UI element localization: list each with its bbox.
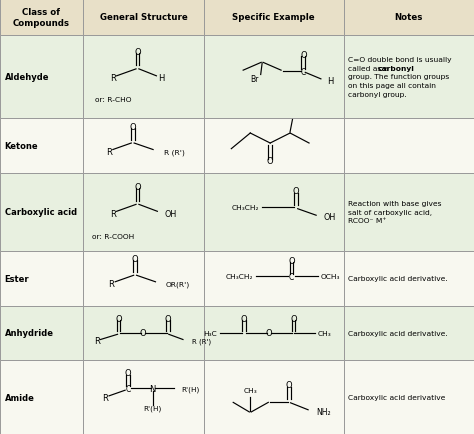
- Bar: [344, 36, 474, 118]
- Text: O: O: [293, 187, 300, 196]
- Text: Notes: Notes: [395, 13, 423, 22]
- Bar: [83, 36, 204, 118]
- Text: Carboxylic acid derivative.: Carboxylic acid derivative.: [348, 276, 448, 282]
- Text: carbonyl group.: carbonyl group.: [348, 92, 407, 97]
- Text: CH₃CH₂: CH₃CH₂: [225, 273, 253, 279]
- Text: salt of carboxylic acid,: salt of carboxylic acid,: [348, 209, 432, 215]
- Text: O: O: [140, 329, 146, 338]
- Text: Ester: Ester: [5, 274, 29, 283]
- Text: CH₃CH₂: CH₃CH₂: [232, 205, 259, 211]
- Text: group. The function groups: group. The function groups: [348, 74, 450, 80]
- Text: Br: Br: [250, 75, 259, 84]
- Bar: [0, 118, 83, 173]
- Text: Amide: Amide: [5, 393, 35, 402]
- Text: O: O: [290, 314, 297, 323]
- Text: R: R: [102, 393, 108, 402]
- Bar: [83, 306, 204, 361]
- Text: H: H: [327, 77, 333, 86]
- Text: General Structure: General Structure: [100, 13, 187, 22]
- Bar: [0, 361, 83, 434]
- Bar: [344, 361, 474, 434]
- Text: R: R: [109, 279, 114, 288]
- Text: OH: OH: [164, 209, 177, 218]
- Text: CH₃: CH₃: [243, 387, 257, 393]
- Text: R: R: [106, 148, 112, 156]
- Text: O: O: [125, 368, 131, 378]
- Text: Class of
Compounds: Class of Compounds: [13, 8, 70, 27]
- Text: R (R'): R (R'): [192, 338, 211, 344]
- Text: O: O: [164, 314, 171, 323]
- Text: R: R: [94, 336, 100, 345]
- Bar: [204, 251, 344, 306]
- Text: carbonyl: carbonyl: [378, 66, 415, 71]
- Text: R: R: [110, 74, 116, 83]
- Text: RCOO⁻ M⁺: RCOO⁻ M⁺: [348, 218, 387, 224]
- Text: O: O: [265, 329, 272, 338]
- Text: Ketone: Ketone: [5, 141, 38, 150]
- Text: CH₃: CH₃: [318, 330, 332, 336]
- Bar: [0, 173, 83, 251]
- Text: or: R-COOH: or: R-COOH: [92, 233, 135, 239]
- Text: O: O: [129, 122, 136, 131]
- Bar: [83, 173, 204, 251]
- Text: or: R-CHO: or: R-CHO: [95, 97, 131, 102]
- Text: Carboxylic acid derivative: Carboxylic acid derivative: [348, 394, 446, 400]
- Text: called as a: called as a: [348, 66, 391, 71]
- Bar: [344, 118, 474, 173]
- Text: R'(H): R'(H): [144, 404, 162, 411]
- Text: C: C: [289, 272, 294, 281]
- Bar: [83, 0, 204, 36]
- Bar: [83, 361, 204, 434]
- Text: O: O: [134, 47, 141, 56]
- Bar: [0, 306, 83, 361]
- Text: O: O: [286, 381, 292, 390]
- Text: R (R'): R (R'): [164, 149, 184, 155]
- Text: O: O: [288, 256, 295, 265]
- Text: Reaction with base gives: Reaction with base gives: [348, 201, 442, 207]
- Bar: [204, 36, 344, 118]
- Text: H₃C: H₃C: [203, 330, 217, 336]
- Bar: [344, 251, 474, 306]
- Bar: [204, 361, 344, 434]
- Text: C: C: [301, 67, 306, 76]
- Text: R'(H): R'(H): [181, 385, 200, 392]
- Text: O: O: [241, 314, 247, 323]
- Text: Specific Example: Specific Example: [232, 13, 315, 22]
- Bar: [204, 118, 344, 173]
- Text: OH: OH: [323, 213, 336, 222]
- Bar: [344, 173, 474, 251]
- Text: O: O: [132, 254, 138, 263]
- Text: Carboxylic acid derivative.: Carboxylic acid derivative.: [348, 330, 448, 336]
- Text: C=O double bond is usually: C=O double bond is usually: [348, 57, 452, 62]
- Bar: [204, 0, 344, 36]
- Text: R: R: [110, 209, 116, 218]
- Text: O: O: [115, 314, 122, 323]
- Text: O: O: [134, 183, 141, 191]
- Bar: [83, 251, 204, 306]
- Bar: [83, 118, 204, 173]
- Text: Anhydride: Anhydride: [5, 329, 54, 338]
- Bar: [0, 36, 83, 118]
- Text: C: C: [125, 384, 131, 393]
- Text: N: N: [149, 384, 156, 393]
- Text: O: O: [267, 157, 273, 165]
- Text: NH₂: NH₂: [317, 408, 331, 417]
- Bar: [0, 251, 83, 306]
- Bar: [204, 173, 344, 251]
- Text: O: O: [300, 51, 307, 60]
- Text: OCH₃: OCH₃: [321, 273, 340, 279]
- Bar: [344, 0, 474, 36]
- Bar: [0, 0, 83, 36]
- Bar: [204, 306, 344, 361]
- Text: H: H: [158, 74, 164, 83]
- Bar: [344, 306, 474, 361]
- Text: Carboxylic acid: Carboxylic acid: [5, 208, 77, 217]
- Text: on this page all contain: on this page all contain: [348, 83, 437, 89]
- Text: Aldehyde: Aldehyde: [5, 72, 49, 82]
- Text: OR(R'): OR(R'): [166, 281, 190, 287]
